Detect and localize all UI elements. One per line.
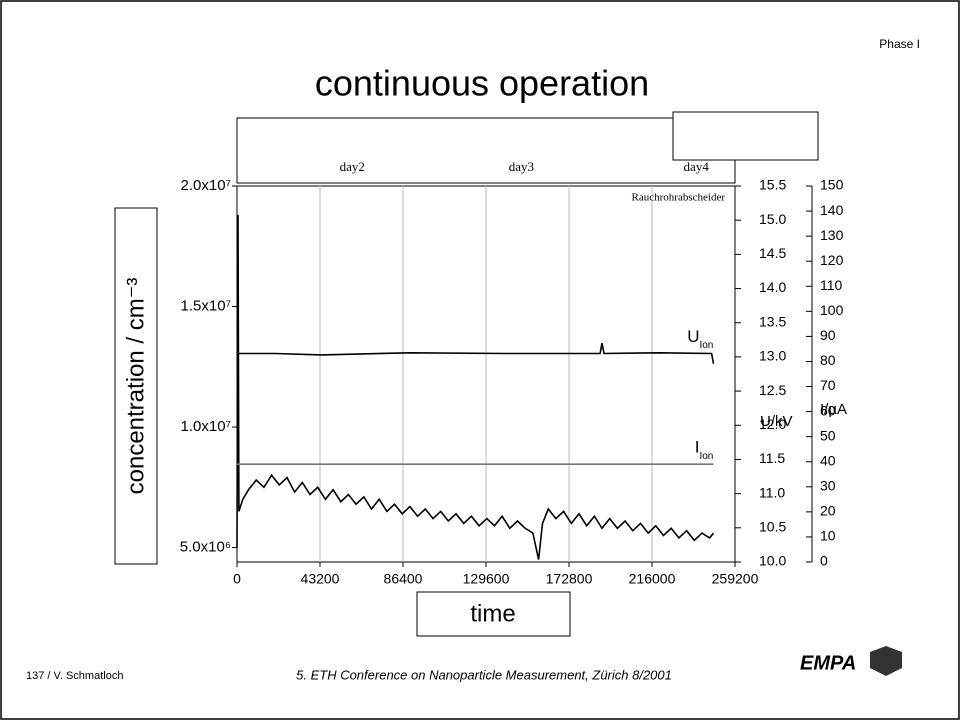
- y-tick-label: 1.5x10⁷: [181, 297, 231, 314]
- y2-tick-label: 15.0: [759, 211, 786, 227]
- y-tick-label: 5.0x10⁶: [180, 539, 231, 556]
- series-label-sub: Ion: [699, 340, 713, 351]
- x-tick-label: 216000: [629, 571, 676, 587]
- ylabel-box: [114, 207, 158, 565]
- y3-tick-label: 80: [820, 352, 836, 368]
- day-label: day4: [684, 159, 710, 174]
- y2-tick-label: 10.0: [759, 553, 786, 569]
- annotation: Rauchrohrabscheider: [632, 192, 726, 204]
- x-tick-label: 86400: [384, 571, 423, 587]
- xlabel-box: [416, 591, 571, 637]
- series-line: [236, 214, 715, 560]
- footer-conference: 5. ETH Conference on Nanoparticle Measur…: [296, 667, 672, 682]
- y3-tick-label: 60: [820, 402, 836, 418]
- series-label: U: [687, 327, 699, 346]
- series-label-sub: Ion: [699, 451, 713, 462]
- y3-tick-label: 90: [820, 327, 836, 343]
- y3-tick-label: 130: [820, 227, 844, 243]
- y3-tick-label: 10: [820, 528, 836, 544]
- y2-tick-label: 11.5: [759, 450, 785, 466]
- y3-tick-label: 30: [820, 478, 836, 494]
- x-tick-label: 172800: [546, 571, 593, 587]
- x-tick-label: 259200: [712, 571, 759, 587]
- y3-tick-label: 70: [820, 377, 836, 393]
- day-label: day3: [509, 159, 534, 174]
- series-label: I: [695, 438, 700, 457]
- y3-tick-label: 40: [820, 452, 836, 468]
- y2-tick-label: 13.0: [759, 348, 786, 364]
- y3-tick-label: 50: [820, 427, 836, 443]
- y-axis-label: concentration / cm⁻³: [122, 278, 149, 495]
- y3-tick-label: 0: [820, 553, 828, 569]
- day-label: day2: [340, 159, 365, 174]
- y2-tick-label: 13.5: [759, 313, 786, 329]
- y2-tick-label: 14.5: [759, 245, 786, 261]
- y3-tick-label: 150: [820, 177, 844, 193]
- y-tick-label: 1.0x10⁷: [181, 418, 231, 435]
- y3-tick-label: 20: [820, 503, 836, 519]
- y3-axis-label: I/µA: [820, 401, 847, 418]
- series-line: [238, 343, 715, 364]
- empty-box: [672, 111, 819, 161]
- y2-tick-label: 12.5: [759, 382, 786, 398]
- logo-text: EMPA: [800, 652, 856, 674]
- x-tick-label: 129600: [463, 571, 510, 587]
- y-tick-label: 2.0x10⁷: [181, 177, 231, 194]
- x-tick-label: 43200: [301, 571, 340, 587]
- y3-tick-label: 140: [820, 202, 844, 218]
- x-tick-label: 0: [233, 571, 241, 587]
- y2-tick-label: 12.0: [759, 416, 786, 432]
- y2-tick-label: 15.5: [759, 177, 786, 193]
- y2-tick-label: 14.0: [759, 279, 786, 295]
- y3-tick-label: 120: [820, 252, 844, 268]
- y2-tick-label: 11.0: [759, 484, 785, 500]
- y3-tick-label: 100: [820, 302, 844, 318]
- footer-author: 137 / V. Schmatloch: [26, 670, 123, 682]
- y2-axis-label: U/kV: [760, 413, 793, 430]
- x-axis-label: time: [470, 600, 515, 627]
- phase-label: Phase I: [879, 37, 920, 51]
- y3-tick-label: 110: [820, 277, 843, 293]
- y2-tick-label: 10.5: [759, 519, 786, 535]
- plot: 0 43200 86400 129600 172800 216000 259200 5.0x1…: [180, 159, 844, 587]
- logo-icon: [870, 646, 902, 676]
- chart-title: continuous operation: [315, 63, 649, 104]
